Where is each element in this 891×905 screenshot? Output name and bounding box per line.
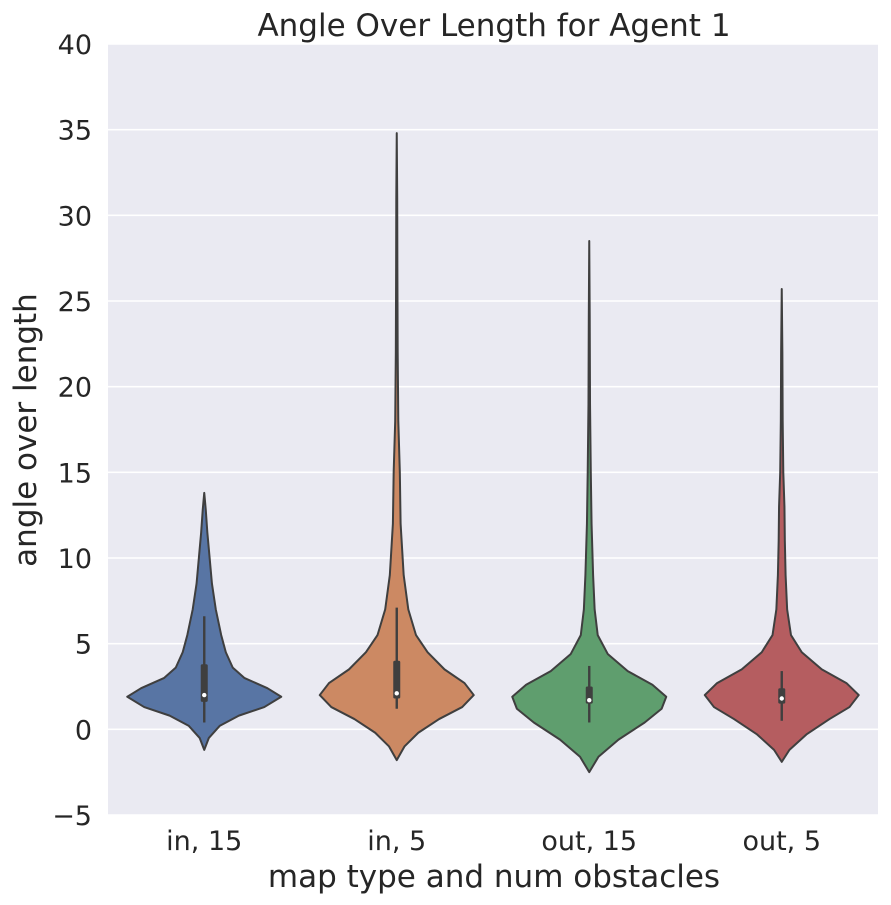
violin-iqr-box <box>200 664 208 702</box>
y-tick-labels: −5 0 5 10 15 20 25 30 35 40 <box>52 30 92 832</box>
y-tick-label: 40 <box>58 30 92 61</box>
violin-median-point <box>202 692 207 698</box>
violin-body <box>511 240 668 774</box>
x-tick-label: in, 5 <box>367 826 426 857</box>
y-tick-label: 30 <box>58 201 92 232</box>
y-tick-label: 20 <box>58 373 92 404</box>
x-tick-label: out, 5 <box>742 826 821 857</box>
x-axis-label: map type and num obstacles <box>268 859 720 895</box>
x-tick-label: in, 15 <box>166 826 242 857</box>
violin-body <box>318 132 475 762</box>
violin-iqr-box <box>393 660 401 699</box>
violin-median-point <box>587 698 592 703</box>
x-tick-labels: in, 15 in, 5 out, 15 out, 5 <box>166 826 821 857</box>
y-tick-label: 0 <box>75 715 92 746</box>
grid-lines <box>108 43 878 816</box>
y-tick-label: −5 <box>52 801 92 832</box>
y-axis-label: angle over length <box>8 293 44 567</box>
violins <box>126 132 860 774</box>
chart-title: Angle Over Length for Agent 1 <box>257 8 730 44</box>
y-tick-label: 15 <box>58 458 92 489</box>
violin-median-point <box>779 696 784 701</box>
violin-median-point <box>394 691 399 696</box>
y-tick-label: 10 <box>58 544 92 575</box>
x-tick-label: out, 15 <box>541 826 637 857</box>
violin-body <box>703 288 860 763</box>
violin-iqr-box <box>778 688 786 704</box>
y-tick-label: 5 <box>75 630 92 661</box>
y-tick-label: 35 <box>58 116 92 147</box>
y-tick-label: 25 <box>58 287 92 318</box>
